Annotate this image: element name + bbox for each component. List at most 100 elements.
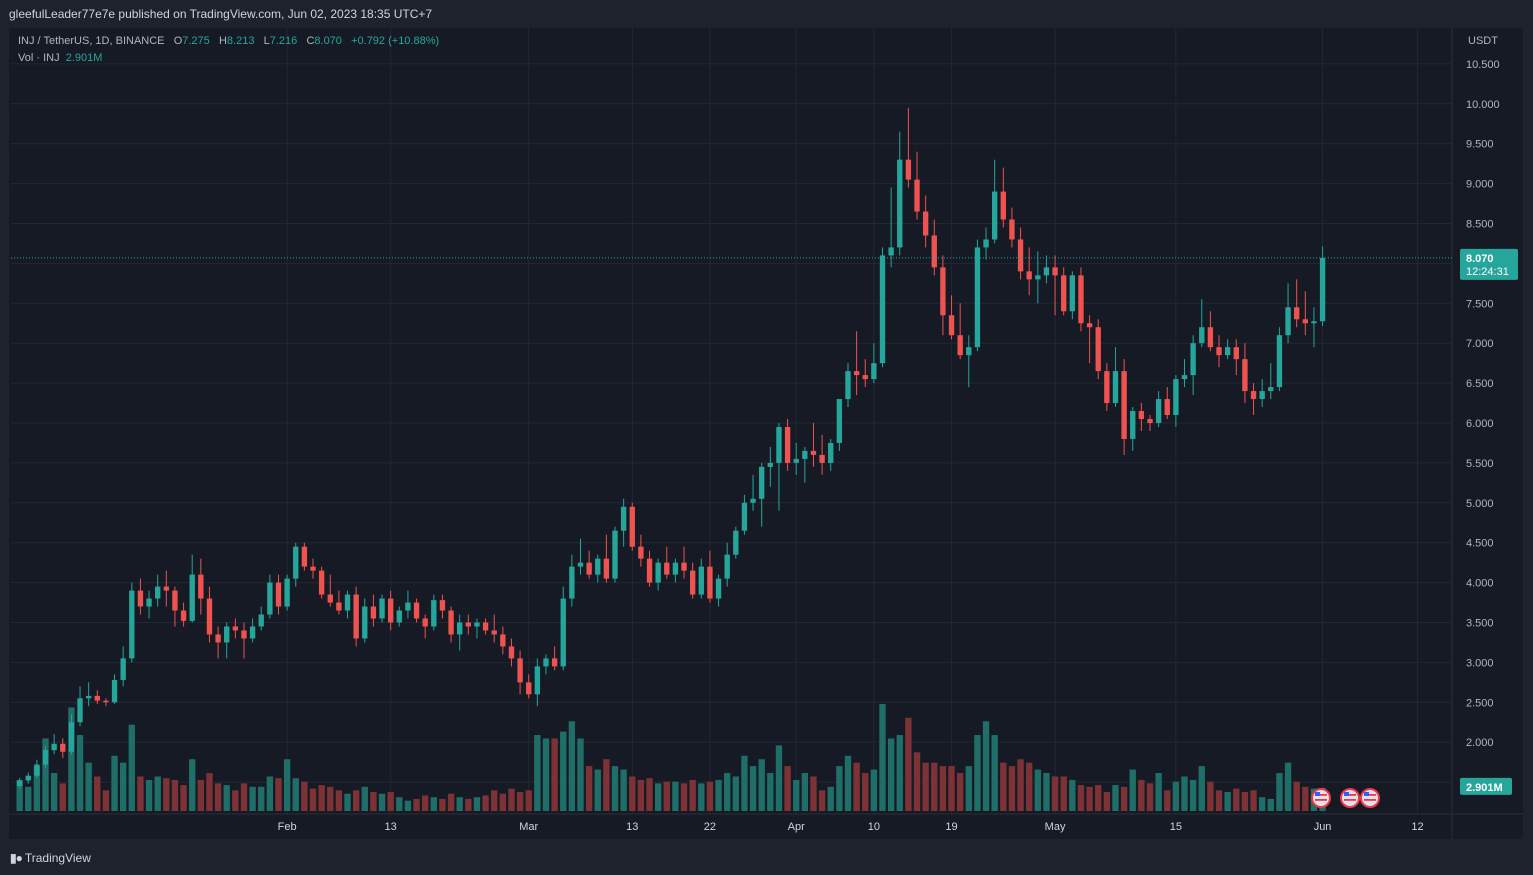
us-flag-event-icon[interactable] — [1311, 788, 1331, 808]
candle-body[interactable] — [465, 622, 471, 627]
candle-body[interactable] — [776, 426, 782, 463]
candle-body[interactable] — [784, 426, 791, 463]
candle-body[interactable] — [275, 582, 282, 607]
candle-body[interactable] — [1285, 307, 1291, 336]
candle-body[interactable] — [25, 775, 31, 781]
candle-body[interactable] — [793, 458, 799, 463]
candle-body[interactable] — [551, 658, 558, 667]
candle-body[interactable] — [534, 666, 541, 695]
us-flag-event-icon[interactable] — [1340, 788, 1360, 808]
candle-body[interactable] — [819, 454, 825, 463]
candle-body[interactable] — [111, 679, 118, 703]
candle-body[interactable] — [1311, 321, 1317, 324]
candle-body[interactable] — [612, 530, 618, 579]
candle-body[interactable] — [258, 614, 264, 627]
candle-body[interactable] — [948, 315, 955, 336]
candle-body[interactable] — [172, 590, 178, 611]
candle-body[interactable] — [1112, 371, 1119, 404]
candle-body[interactable] — [1095, 327, 1101, 372]
candle-body[interactable] — [664, 562, 670, 575]
candle-body[interactable] — [759, 466, 765, 499]
candle-body[interactable] — [897, 159, 903, 248]
candle-body[interactable] — [318, 570, 325, 595]
candle-body[interactable] — [802, 450, 808, 459]
chart-canvas[interactable]: USDT10.50010.0009.5009.0008.5008.0007.50… — [9, 28, 1523, 839]
candle-body[interactable] — [1190, 343, 1196, 376]
candle-body[interactable] — [767, 462, 774, 467]
candle-body[interactable] — [310, 566, 316, 571]
candle-body[interactable] — [508, 646, 515, 659]
candle-body[interactable] — [77, 698, 83, 723]
candle-body[interactable] — [595, 558, 601, 575]
candle-body[interactable] — [879, 255, 886, 364]
volume-label[interactable]: Vol · INJ — [18, 52, 60, 64]
candle-body[interactable] — [1000, 191, 1006, 220]
candle-body[interactable] — [474, 622, 480, 627]
candle-body[interactable] — [224, 626, 230, 643]
candle-body[interactable] — [1216, 347, 1222, 356]
candle-body[interactable] — [1302, 319, 1308, 324]
candle-body[interactable] — [189, 574, 195, 621]
tradingview-logo[interactable]: ▮● TradingView — [10, 851, 91, 865]
candle-body[interactable] — [1078, 275, 1084, 324]
candle-body[interactable] — [16, 780, 23, 787]
candle-body[interactable] — [603, 558, 610, 579]
candle-body[interactable] — [301, 546, 308, 567]
candle-body[interactable] — [129, 590, 135, 659]
candle-body[interactable] — [422, 618, 428, 627]
candle-body[interactable] — [1250, 391, 1257, 400]
candle-body[interactable] — [1199, 327, 1205, 344]
candle-body[interactable] — [1043, 267, 1050, 276]
candle-body[interactable] — [1138, 411, 1145, 420]
candle-body[interactable] — [828, 442, 834, 463]
candle-body[interactable] — [249, 626, 256, 639]
candle-body[interactable] — [94, 695, 100, 701]
candle-body[interactable] — [715, 578, 722, 599]
candle-body[interactable] — [957, 335, 963, 356]
candle-body[interactable] — [1121, 371, 1127, 439]
candle-body[interactable] — [922, 211, 929, 236]
candle-body[interactable] — [137, 590, 144, 607]
candle-body[interactable] — [1294, 307, 1300, 320]
candle-body[interactable] — [1233, 347, 1239, 360]
candle-body[interactable] — [448, 610, 454, 635]
candle-body[interactable] — [888, 247, 894, 256]
candle-body[interactable] — [51, 743, 57, 751]
candle-body[interactable] — [1147, 419, 1153, 423]
candle-body[interactable] — [284, 578, 290, 607]
candle-body[interactable] — [655, 562, 661, 583]
candle-body[interactable] — [1052, 267, 1058, 276]
candle-body[interactable] — [1173, 379, 1179, 416]
candle-body[interactable] — [905, 159, 912, 180]
candle-body[interactable] — [267, 582, 273, 615]
candle-body[interactable] — [940, 267, 946, 316]
candle-body[interactable] — [629, 506, 635, 547]
candle-body[interactable] — [733, 530, 739, 555]
candle-body[interactable] — [215, 634, 221, 643]
candle-body[interactable] — [741, 502, 748, 531]
candle-body[interactable] — [68, 722, 75, 752]
candle-body[interactable] — [1164, 399, 1170, 416]
candle-body[interactable] — [362, 606, 368, 639]
candle-body[interactable] — [698, 566, 704, 595]
candle-body[interactable] — [517, 658, 523, 683]
candle-body[interactable] — [1017, 239, 1024, 272]
candle-body[interactable] — [750, 498, 756, 503]
candle-body[interactable] — [413, 602, 420, 619]
candle-body[interactable] — [1207, 327, 1214, 348]
candle-body[interactable] — [560, 598, 566, 667]
candle-body[interactable] — [672, 562, 679, 575]
candle-body[interactable] — [569, 566, 575, 599]
candle-body[interactable] — [646, 558, 653, 583]
candle-body[interactable] — [457, 622, 463, 635]
candle-body[interactable] — [1069, 275, 1076, 312]
candle-body[interactable] — [974, 247, 981, 348]
candle-body[interactable] — [577, 562, 584, 567]
candle-body[interactable] — [1130, 411, 1136, 439]
candle-body[interactable] — [914, 179, 920, 212]
candle-body[interactable] — [85, 695, 92, 699]
candle-body[interactable] — [1104, 371, 1110, 404]
candle-body[interactable] — [232, 626, 239, 631]
candle-body[interactable] — [379, 598, 385, 619]
candle-body[interactable] — [482, 622, 489, 631]
